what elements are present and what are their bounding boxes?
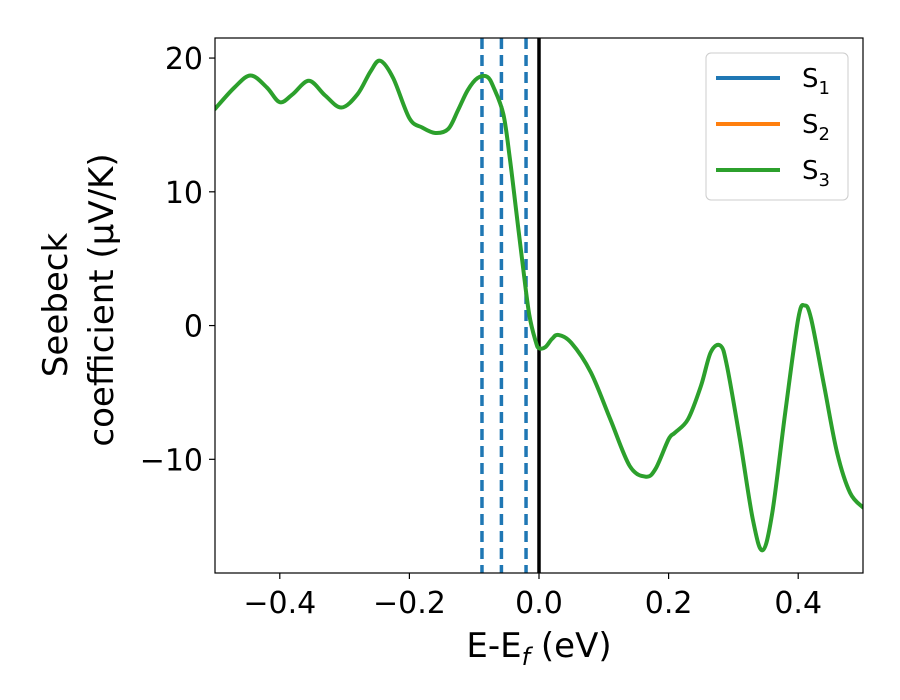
plot-area bbox=[215, 38, 863, 573]
legend: S1 S2 S3 bbox=[705, 52, 849, 201]
x-axis-title-unit: (eV) bbox=[530, 626, 612, 666]
x-tick-label: 0.4 bbox=[774, 586, 822, 621]
y-axis-title-line1: Seebeck bbox=[36, 233, 76, 378]
legend-box bbox=[705, 52, 849, 201]
axis-ticks: −0.4 −0.2 0.0 0.2 0.4 −10 0 10 20 bbox=[140, 42, 822, 621]
x-tick-label: 0.2 bbox=[645, 586, 693, 621]
x-axis-title: E-Ef (eV) bbox=[466, 626, 611, 671]
x-tick-label: 0.0 bbox=[515, 586, 563, 621]
x-axis-title-main: E-E bbox=[466, 626, 521, 666]
legend-label-s2: S2 bbox=[802, 110, 830, 145]
y-axis-title-line2: coefficient (μV/K) bbox=[82, 153, 122, 446]
y-tick-label: 10 bbox=[165, 176, 203, 211]
y-tick-label: 0 bbox=[184, 310, 203, 345]
y-tick-label: 20 bbox=[165, 42, 203, 77]
legend-label-s1: S1 bbox=[802, 64, 830, 99]
y-tick-label: −10 bbox=[140, 443, 203, 478]
legend-label-s3: S3 bbox=[802, 156, 830, 191]
y-axis-title: Seebeck coefficient (μV/K) bbox=[36, 153, 122, 446]
seebeck-curve bbox=[215, 58, 863, 553]
x-tick-label: −0.4 bbox=[243, 586, 316, 621]
x-tick-label: −0.2 bbox=[373, 586, 446, 621]
